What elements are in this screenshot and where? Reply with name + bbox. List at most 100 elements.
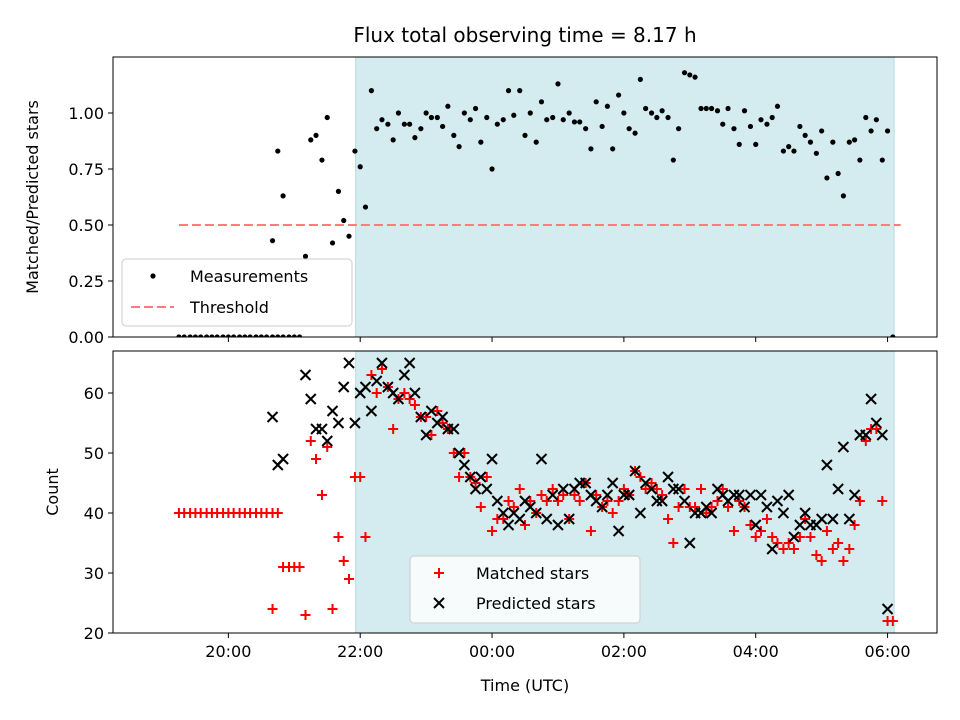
data-point [835, 170, 841, 177]
data-point [176, 334, 182, 337]
data-point [678, 495, 691, 507]
data-point [840, 193, 846, 199]
data-point [800, 514, 811, 524]
data-point [187, 334, 193, 337]
data-point [637, 76, 643, 82]
data-point [456, 144, 462, 150]
data-point [437, 418, 448, 428]
data-point [371, 388, 382, 398]
data-point [390, 137, 396, 143]
data-point [324, 114, 330, 121]
series-predicted-stars [266, 357, 894, 615]
data-point [632, 130, 638, 136]
y-tick-label: 30 [84, 564, 104, 583]
data-point [469, 483, 482, 495]
data-point [645, 483, 658, 495]
data-point [313, 132, 319, 138]
data-point [269, 334, 276, 337]
data-point [484, 114, 490, 121]
data-point [263, 334, 270, 337]
data-point [761, 514, 772, 524]
data-point [481, 483, 493, 495]
data-point [236, 334, 243, 337]
data-point [508, 502, 519, 512]
data-point [731, 126, 737, 132]
data-point [478, 139, 484, 145]
data-point [305, 393, 317, 405]
data-point [596, 501, 608, 513]
data-point [827, 544, 838, 554]
data-point [376, 364, 387, 374]
data-point [692, 74, 698, 80]
data-point [418, 126, 424, 132]
data-point [498, 514, 509, 524]
data-point [242, 334, 248, 337]
data-point [755, 489, 767, 501]
data-point [788, 544, 799, 554]
data-point [714, 108, 721, 114]
data-point [865, 393, 877, 405]
data-point [799, 507, 811, 519]
data-point [360, 532, 371, 542]
data-point [879, 157, 885, 163]
data-point [547, 484, 558, 494]
data-point [533, 139, 539, 145]
data-point [541, 496, 552, 506]
data-point [538, 99, 545, 105]
data-point [368, 88, 375, 94]
data-point [258, 334, 264, 337]
legend-label-matched: Matched stars [476, 564, 589, 583]
chart-title: Flux total observing time = 8.17 h [353, 23, 696, 47]
data-point [728, 526, 739, 536]
data-point [876, 429, 888, 441]
data-point [585, 526, 596, 536]
data-point [777, 507, 790, 519]
data-point [530, 507, 542, 519]
data-point [535, 453, 548, 465]
y-tick-label: 0.00 [68, 328, 104, 347]
data-point [696, 484, 707, 494]
data-point [412, 135, 418, 141]
data-point [475, 471, 487, 483]
data-point [502, 519, 515, 531]
data-point [322, 442, 333, 452]
data-point [738, 501, 751, 513]
data-point [815, 513, 828, 525]
data-point [192, 334, 198, 337]
data-point [860, 436, 871, 446]
data-point [648, 110, 655, 116]
data-point [860, 429, 872, 441]
data-point [778, 544, 789, 554]
data-point [583, 126, 589, 132]
data-point [558, 490, 569, 500]
data-point [588, 146, 594, 152]
data-point [305, 436, 316, 446]
axes-frame [112, 350, 938, 634]
data-point [470, 478, 481, 488]
data-point [712, 496, 723, 506]
data-point [871, 424, 882, 434]
data-point [863, 114, 869, 121]
data-point [758, 117, 764, 123]
data-point [877, 496, 888, 506]
data-point [407, 121, 413, 127]
data-point [434, 114, 440, 121]
data-point [423, 110, 429, 116]
data-point [672, 483, 685, 495]
data-point [761, 501, 773, 513]
data-point [220, 334, 226, 337]
data-point [311, 454, 322, 464]
data-point [272, 508, 283, 518]
data-point [388, 424, 399, 434]
data-point [807, 139, 814, 145]
data-point [426, 430, 437, 440]
data-point [448, 448, 459, 458]
data-point [198, 334, 204, 337]
data-point [805, 532, 816, 542]
data-point [708, 105, 715, 112]
data-point [827, 513, 839, 525]
data-point [602, 496, 613, 506]
data-point [327, 604, 338, 614]
data-point [668, 538, 679, 548]
data-point [788, 531, 800, 543]
